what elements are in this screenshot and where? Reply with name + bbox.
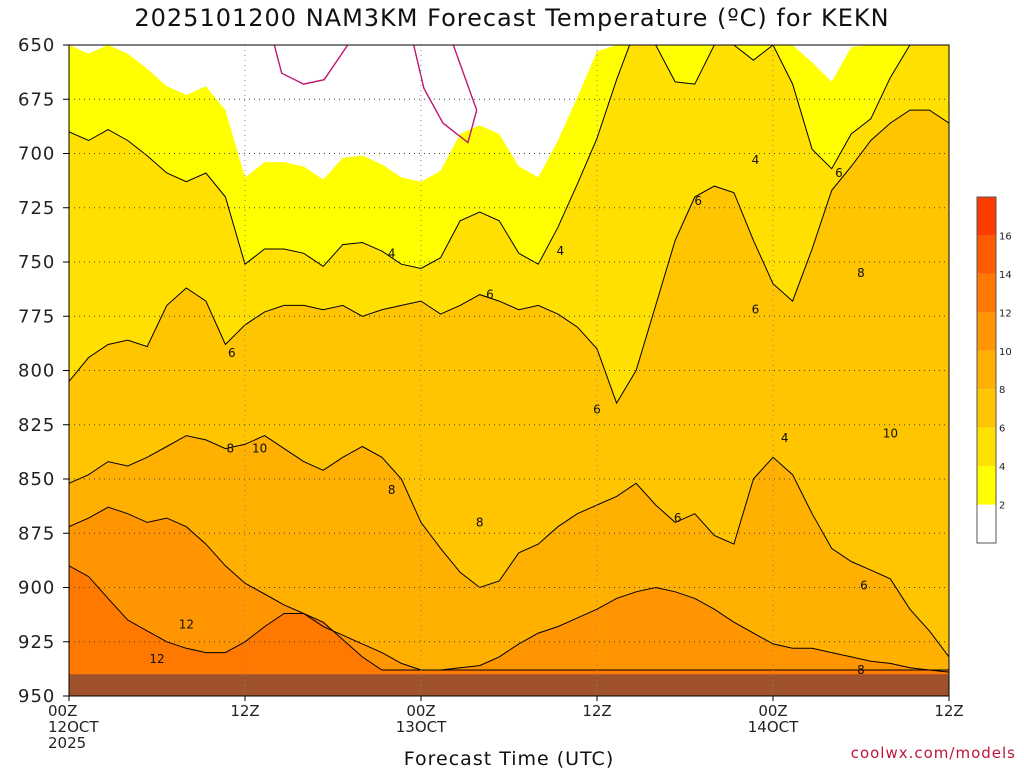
contour-label: 6 <box>694 194 702 208</box>
contour-label: 6 <box>228 346 236 360</box>
colorbar-band <box>977 235 996 274</box>
colorbar-band <box>977 197 996 236</box>
y-tick-label: 675 <box>18 89 55 110</box>
x-tick-label: 00Z <box>48 702 77 720</box>
colorbar-band <box>977 427 996 467</box>
contour-label: 10 <box>252 442 267 456</box>
y-tick-label: 725 <box>18 198 55 219</box>
colorbar-band <box>977 504 996 543</box>
chart-title: 2025101200 NAM3KM Forecast Temperature (… <box>134 4 890 32</box>
grid-lines <box>68 44 950 697</box>
contour-label: 12 <box>179 617 194 631</box>
watermark: coolwx.com/models <box>850 744 1016 762</box>
isotherm-12 <box>69 565 949 671</box>
y-tick-label: 900 <box>18 578 55 599</box>
y-tick-label: 750 <box>18 252 55 273</box>
contour-label: 6 <box>486 288 494 302</box>
y-tick-label: 800 <box>18 361 55 382</box>
band-12 <box>69 565 949 696</box>
y-tick-label: 775 <box>18 306 55 327</box>
x-tick-label: 00Z <box>758 702 787 720</box>
colorbar-band <box>977 350 996 390</box>
colorbar-border <box>976 196 997 544</box>
y-tick-label: 850 <box>18 469 55 490</box>
isotherm-4 <box>69 45 949 270</box>
contour-label: 4 <box>557 244 565 258</box>
contour-label: 4 <box>781 431 789 445</box>
ground-layer <box>69 674 949 696</box>
contour-label: 12 <box>149 652 164 666</box>
isotherm-lines <box>69 45 949 673</box>
contour-label: 6 <box>593 403 601 417</box>
colorbar-band <box>977 389 996 428</box>
y-tick-label: 950 <box>18 686 55 707</box>
contour-label: 8 <box>476 515 484 529</box>
colorbar-band <box>977 273 996 313</box>
colorbar-tick-label: 2 <box>999 501 1005 512</box>
colorbar-tick-label: 4 <box>999 462 1005 473</box>
colorbar-tick-label: 16 <box>999 231 1012 242</box>
contour-label: 8 <box>857 266 865 280</box>
x-tick-label: 00Z <box>406 702 435 720</box>
colorbar: 2 4 6 8 10 12 14 16 <box>976 196 1012 544</box>
freezing-line <box>273 45 478 144</box>
contour-label: 4 <box>752 153 760 167</box>
isotherm-8 <box>69 435 949 658</box>
x-axis-label: Forecast Time (UTC) <box>404 748 614 768</box>
x-tick-label: 12Z <box>934 702 963 720</box>
contour-label: 6 <box>835 166 843 180</box>
y-axis-ticks: 650 675 700 725 750 775 800 825 850 875 900 925 950 <box>18 35 69 707</box>
colorbar-band <box>977 312 996 351</box>
y-tick-label: 825 <box>18 415 55 436</box>
contour-label: 6 <box>860 578 868 592</box>
isotherm-10 <box>69 506 949 673</box>
colorbar-band <box>977 466 996 505</box>
y-tick-label: 925 <box>18 632 55 653</box>
x-tick-label: 2025 <box>48 734 86 752</box>
colorbar-tick-label: 14 <box>999 270 1012 281</box>
y-tick-label: 700 <box>18 144 55 165</box>
contour-label: 10 <box>883 426 898 440</box>
colorbar-tick-label: 12 <box>999 308 1012 319</box>
x-tick-label: 14OCT <box>748 718 799 736</box>
freezing-line-left <box>273 45 349 85</box>
x-tick-label: 12Z <box>582 702 611 720</box>
freezing-line-right <box>413 45 478 144</box>
x-tick-label: 13OCT <box>396 718 447 736</box>
contour-label: 8 <box>227 442 235 456</box>
x-tick-label: 12Z <box>230 702 259 720</box>
contour-labels: 4 4 4 4 6 6 6 6 6 6 6 6 8 8 8 8 8 10 10 12 12 <box>149 153 898 677</box>
colorbar-tick-label: 8 <box>999 385 1005 396</box>
colorbar-tick-label: 6 <box>999 424 1005 435</box>
ground-fill <box>69 674 949 696</box>
isotherm-6 <box>69 109 949 405</box>
contour-label: 6 <box>674 511 682 525</box>
colorbar-tick-label: 10 <box>999 347 1012 358</box>
contour-label: 8 <box>857 663 865 677</box>
y-tick-label: 650 <box>18 35 55 56</box>
contour-label: 4 <box>388 246 396 260</box>
x-tick-label: 12OCT <box>48 718 99 736</box>
y-tick-label: 875 <box>18 523 55 544</box>
contour-label: 6 <box>752 303 760 317</box>
contour-label: 8 <box>388 483 396 497</box>
